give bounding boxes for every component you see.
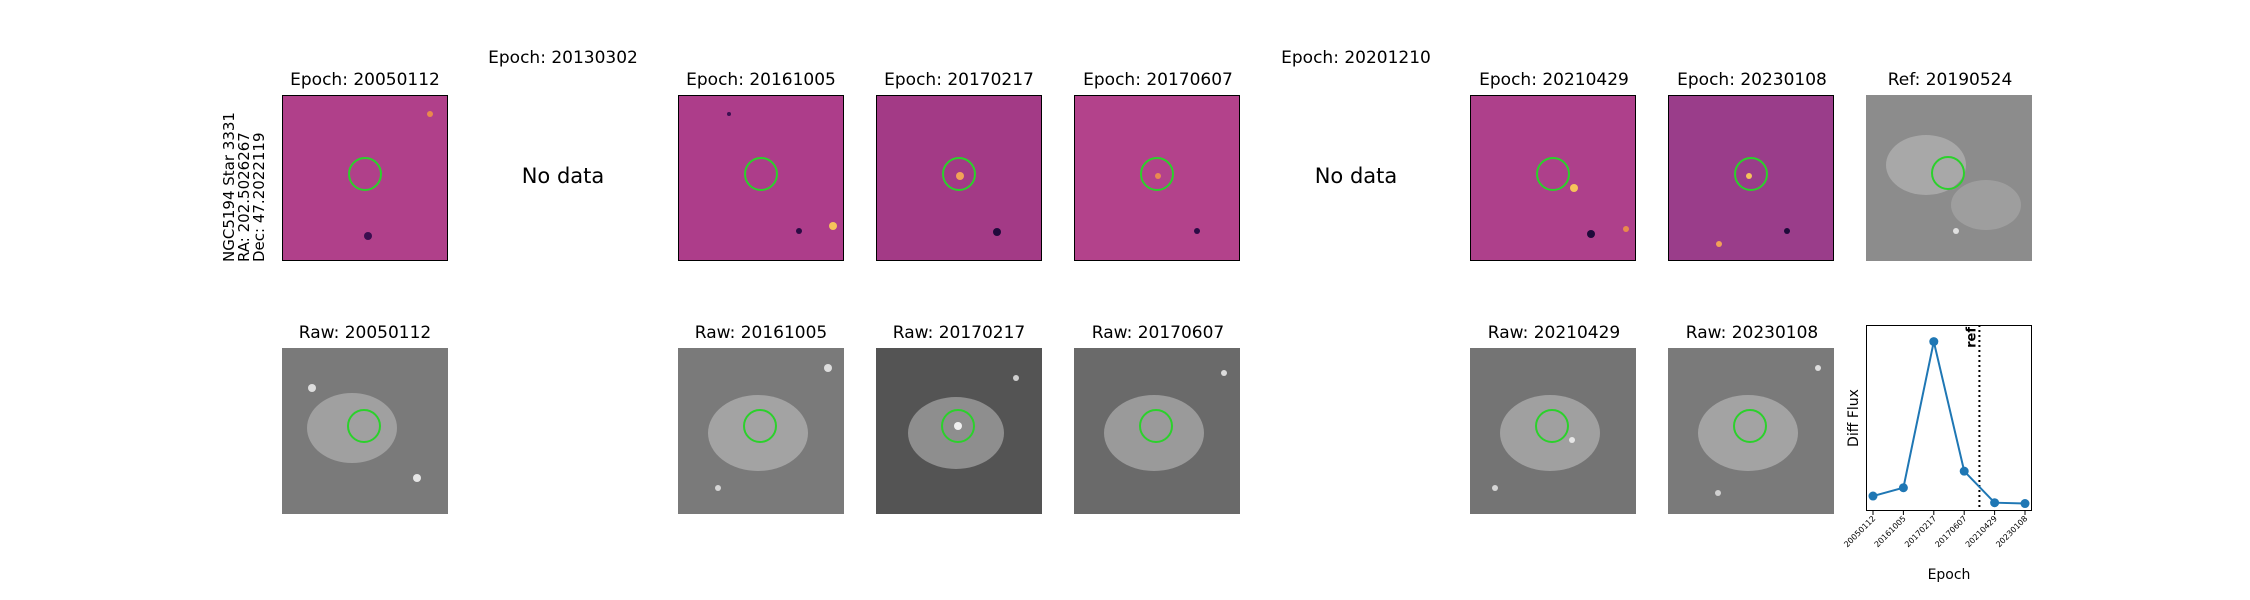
raw-image-20050112: [282, 348, 448, 514]
raw-title-7: Raw: 20210429: [1487, 323, 1621, 343]
data-point: [1959, 466, 1969, 476]
star-dec: Dec: 47.2022119: [250, 132, 268, 262]
x-tick-label: 20210429: [1964, 514, 1999, 549]
raw-image-20170607: [1074, 348, 1240, 514]
raw-title-5: Raw: 20170607: [1091, 323, 1225, 343]
no-data-label-1: No data: [521, 164, 605, 188]
series-line: [1872, 341, 2026, 505]
top-title-7: Epoch: 20210429: [1479, 70, 1629, 90]
ref-image-20190524: [1866, 95, 2032, 261]
data-point: [1868, 491, 1878, 501]
top-title-1: Epoch: 20050112: [290, 70, 440, 90]
top-title-8: Epoch: 20230108: [1677, 70, 1827, 90]
plot-frame: [1866, 325, 2032, 511]
diff-image-20161005: [678, 95, 844, 261]
diff-image-20210429: [1470, 95, 1636, 261]
data-point: [1990, 498, 2000, 508]
raw-image-20170217: [876, 348, 1042, 514]
raw-title-3: Raw: 20161005: [694, 323, 828, 343]
x-tick-label: 20230108: [1994, 514, 2029, 549]
light-curve-chart: ref 2005011220161005201702172017060720210…: [1842, 325, 2032, 583]
data-point: [1929, 337, 1939, 347]
raw-title-1: Raw: 20050112: [298, 323, 432, 343]
diff-image-20170607: [1074, 95, 1240, 261]
top-title-4: Epoch: 20170217: [884, 70, 1034, 90]
x-tick-label: 20161005: [1873, 514, 1908, 549]
star-info: NGC5194 Star 3331 RA: 202.5026267 Dec: 4…: [220, 112, 268, 262]
diff-image-20170217: [876, 95, 1042, 261]
top-title-5: Epoch: 20170607: [1083, 70, 1233, 90]
top-title-3: Epoch: 20161005: [686, 70, 836, 90]
no-data-label-2: No data: [1314, 164, 1398, 188]
x-tick-label: 20170607: [1933, 514, 1968, 549]
data-point: [1898, 483, 1908, 493]
diff-image-20050112: [282, 95, 448, 261]
ref-line-label: ref: [1964, 327, 1979, 348]
y-axis-label: Diff Flux: [1846, 389, 1862, 447]
x-tick-label: 20170217: [1903, 514, 1938, 549]
raw-image-20210429: [1470, 348, 1636, 514]
data-point: [2020, 499, 2030, 509]
raw-image-20161005: [678, 348, 844, 514]
top-title-9: Ref: 20190524: [1887, 70, 2013, 90]
diff-image-20230108: [1668, 95, 1834, 261]
raw-title-8: Raw: 20230108: [1685, 323, 1819, 343]
x-tick-label: 20050112: [1842, 514, 1877, 549]
x-axis-label: Epoch: [1928, 567, 1971, 583]
top-title-2: Epoch: 20130302: [488, 48, 638, 68]
raw-image-20230108: [1668, 348, 1834, 514]
top-title-6: Epoch: 20201210: [1281, 48, 1431, 68]
raw-title-4: Raw: 20170217: [892, 323, 1026, 343]
